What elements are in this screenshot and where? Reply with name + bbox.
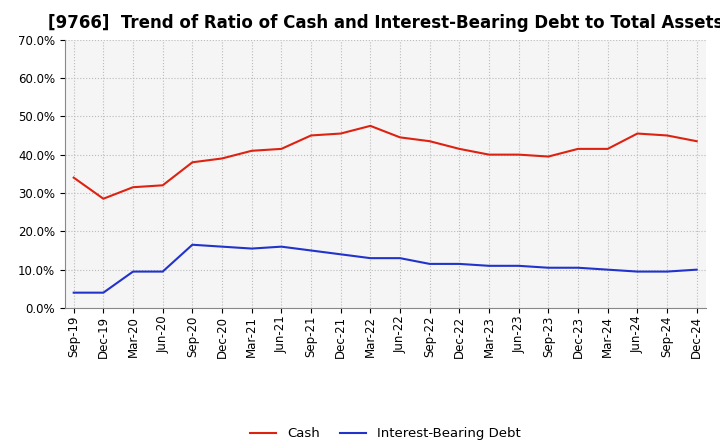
Cash	[662, 133, 671, 138]
Cash	[336, 131, 345, 136]
Interest-Bearing Debt	[603, 267, 612, 272]
Line: Cash: Cash	[73, 126, 697, 199]
Cash	[158, 183, 167, 188]
Interest-Bearing Debt	[366, 256, 374, 261]
Interest-Bearing Debt	[455, 261, 464, 267]
Cash	[217, 156, 226, 161]
Interest-Bearing Debt	[544, 265, 553, 270]
Interest-Bearing Debt	[574, 265, 582, 270]
Cash	[603, 146, 612, 151]
Cash	[514, 152, 523, 157]
Cash	[485, 152, 493, 157]
Legend: Cash, Interest-Bearing Debt: Cash, Interest-Bearing Debt	[250, 427, 521, 440]
Cash	[248, 148, 256, 154]
Interest-Bearing Debt	[69, 290, 78, 295]
Interest-Bearing Debt	[485, 263, 493, 268]
Interest-Bearing Debt	[248, 246, 256, 251]
Interest-Bearing Debt	[693, 267, 701, 272]
Cash	[455, 146, 464, 151]
Interest-Bearing Debt	[662, 269, 671, 274]
Cash	[129, 185, 138, 190]
Cash	[307, 133, 315, 138]
Interest-Bearing Debt	[277, 244, 286, 249]
Line: Interest-Bearing Debt: Interest-Bearing Debt	[73, 245, 697, 293]
Cash	[188, 160, 197, 165]
Interest-Bearing Debt	[99, 290, 108, 295]
Interest-Bearing Debt	[633, 269, 642, 274]
Interest-Bearing Debt	[426, 261, 434, 267]
Cash	[544, 154, 553, 159]
Cash	[396, 135, 405, 140]
Cash	[277, 146, 286, 151]
Cash	[633, 131, 642, 136]
Cash	[69, 175, 78, 180]
Interest-Bearing Debt	[129, 269, 138, 274]
Title: [9766]  Trend of Ratio of Cash and Interest-Bearing Debt to Total Assets: [9766] Trend of Ratio of Cash and Intere…	[48, 15, 720, 33]
Interest-Bearing Debt	[307, 248, 315, 253]
Interest-Bearing Debt	[514, 263, 523, 268]
Interest-Bearing Debt	[188, 242, 197, 247]
Cash	[366, 123, 374, 128]
Cash	[693, 139, 701, 144]
Cash	[574, 146, 582, 151]
Interest-Bearing Debt	[217, 244, 226, 249]
Interest-Bearing Debt	[158, 269, 167, 274]
Interest-Bearing Debt	[336, 252, 345, 257]
Cash	[99, 196, 108, 202]
Cash	[426, 139, 434, 144]
Interest-Bearing Debt	[396, 256, 405, 261]
